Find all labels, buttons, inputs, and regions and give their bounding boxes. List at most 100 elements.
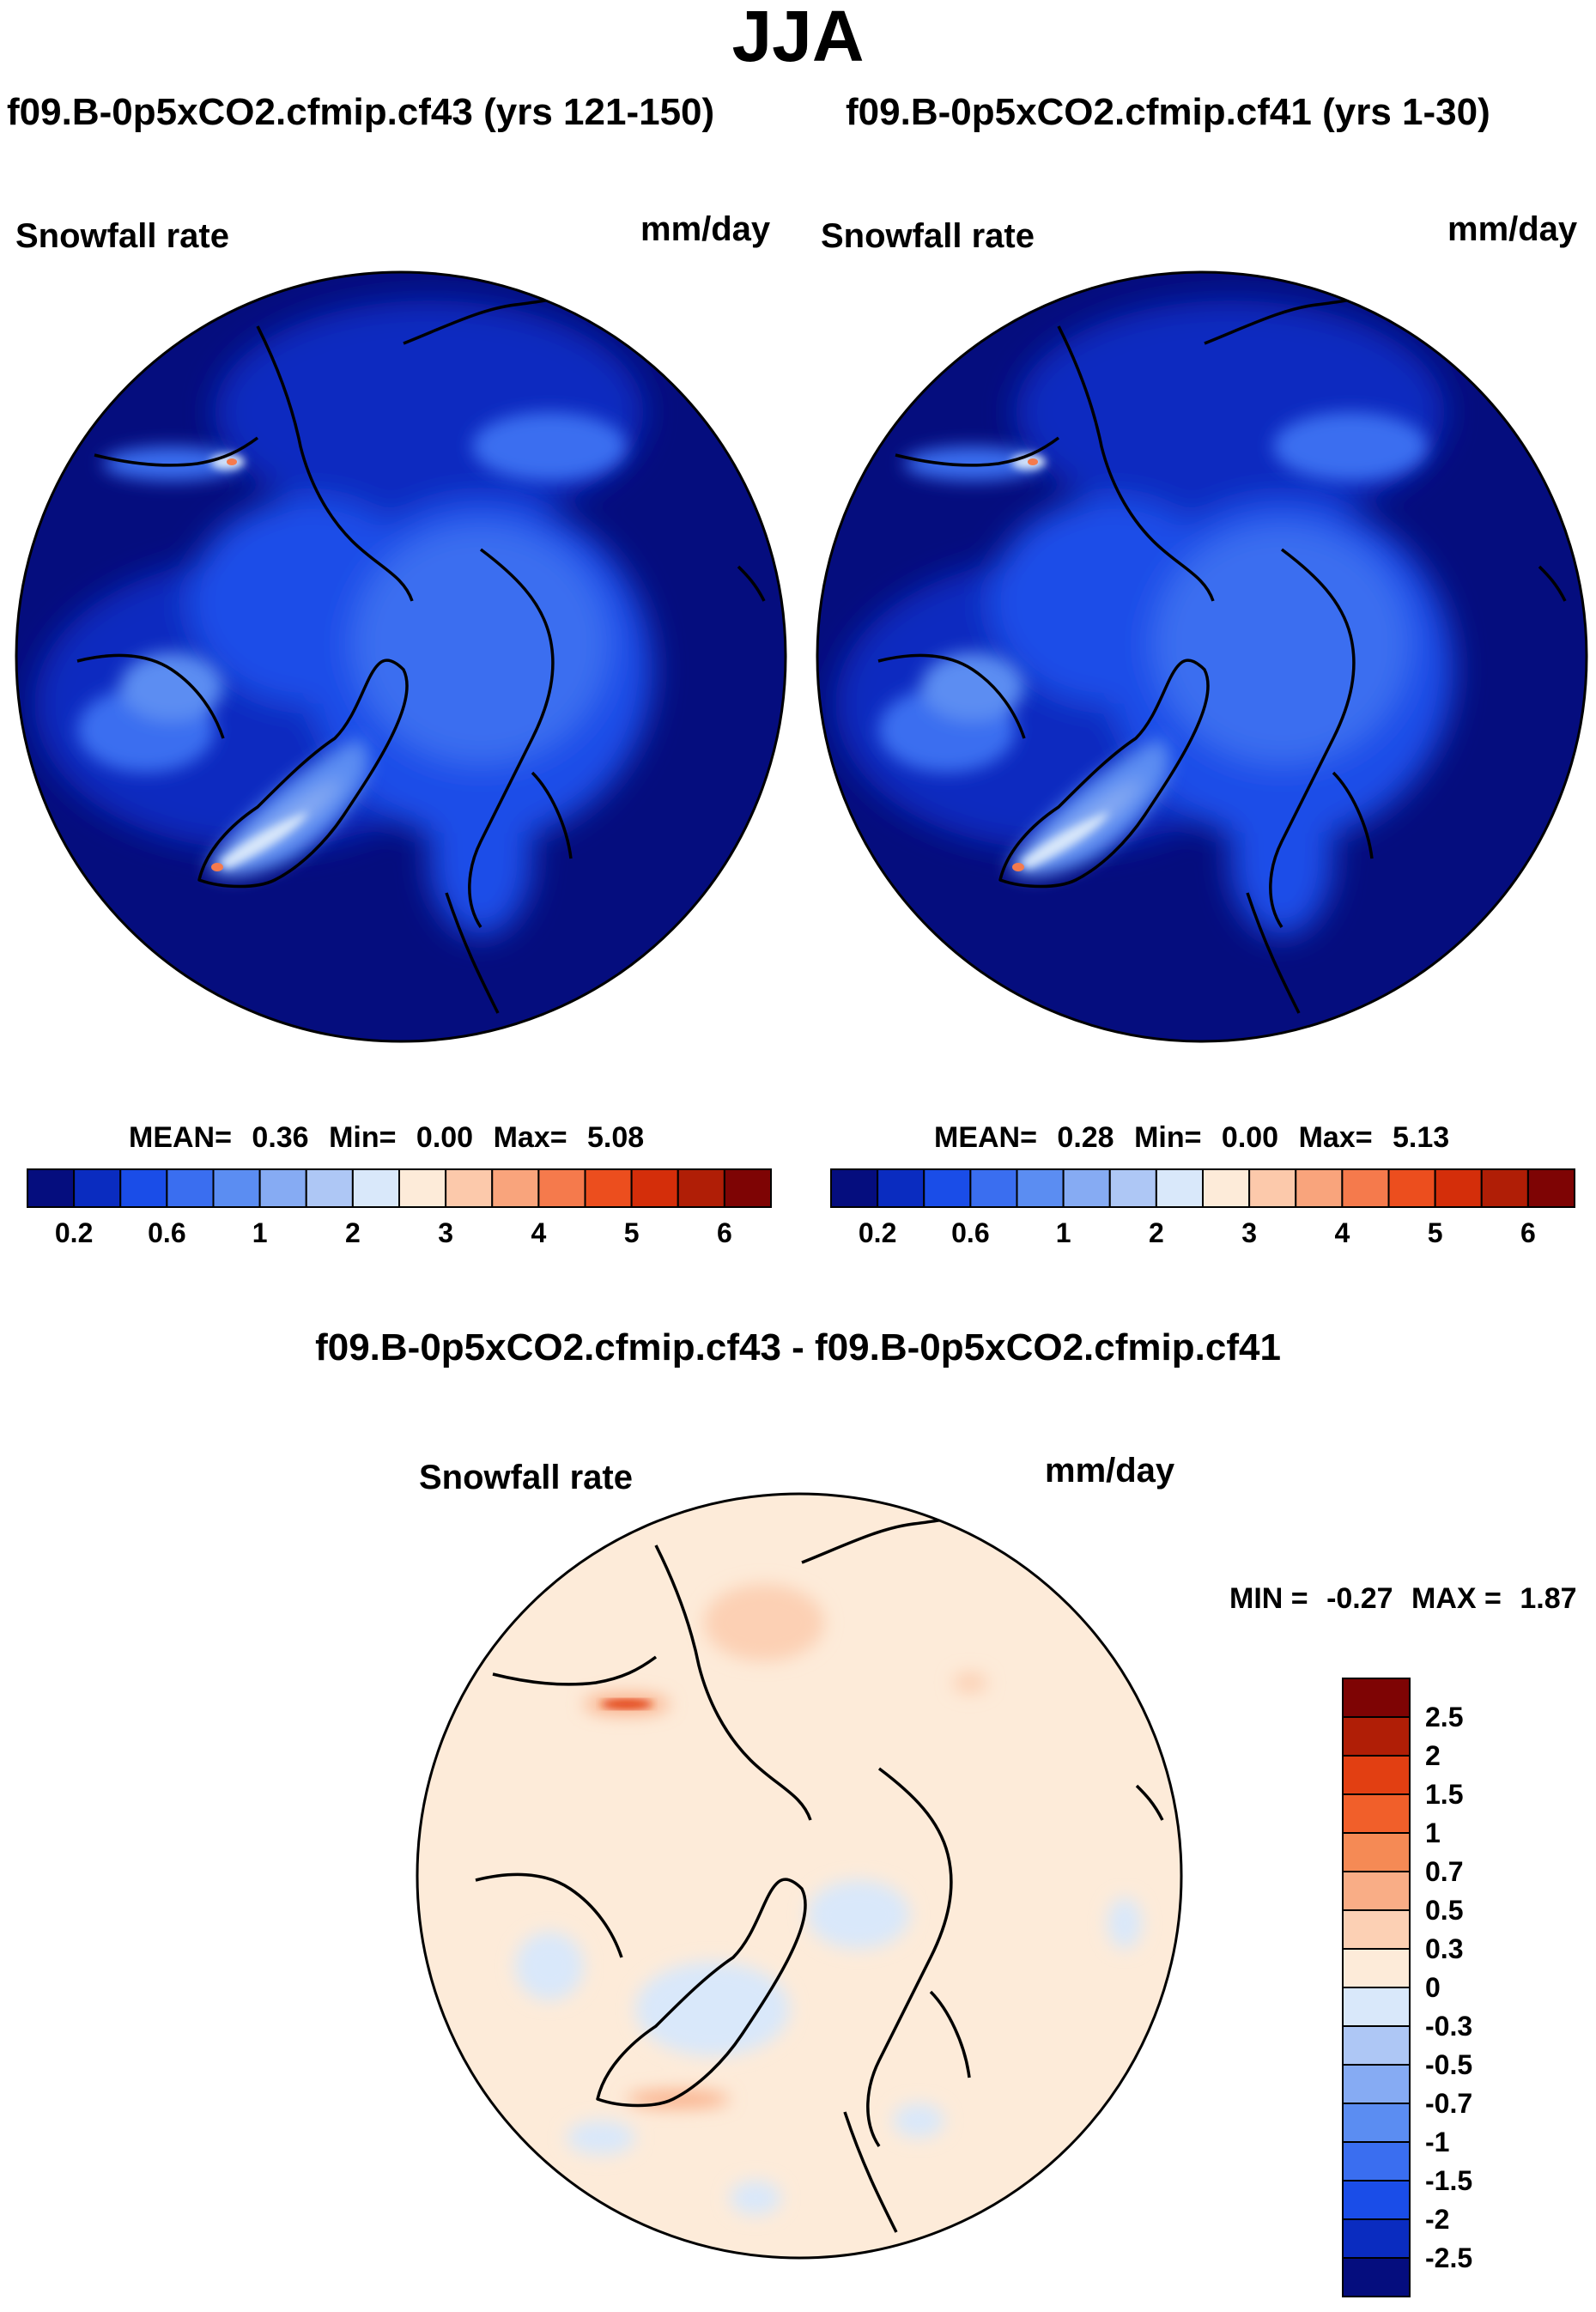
diff-colorbar-tick-label: 0 (1425, 1972, 1441, 2003)
left-max-value: 5.08 (587, 1121, 645, 1154)
left-stats: MEAN= 0.36 Min= 0.00 Max= 5.08 (129, 1120, 644, 1155)
diff-colorbar-swatch (1342, 2180, 1411, 2220)
left-colorbar-swatch (537, 1168, 586, 1208)
right-units-label: mm/day (1447, 210, 1578, 248)
left-colorbar (27, 1168, 772, 1208)
right-colorbar-tick-label: 1 (1055, 1217, 1071, 1248)
diff-variable-label: Snowfall rate (419, 1459, 633, 1496)
diff-colorbar-swatch (1342, 1909, 1411, 1950)
left-mean-label: MEAN= (129, 1121, 232, 1154)
diff-colorbar-tick-label: 2 (1425, 1740, 1441, 1771)
diff-colorbar-tick-label: 1.5 (1425, 1779, 1464, 1810)
left-snowfall-field (16, 272, 786, 1041)
diff-colorbar-swatch (1342, 2218, 1411, 2259)
diff-stats: MIN = -0.27 MAX = 1.87 (1229, 1581, 1577, 1616)
left-colorbar-swatch (677, 1168, 725, 1208)
diff-colorbar-swatch (1342, 2064, 1411, 2104)
left-colorbar-swatch (305, 1168, 354, 1208)
diff-max-value: 1.87 (1520, 1582, 1577, 1615)
diff-colorbar-swatch (1342, 1948, 1411, 1988)
diff-colorbar-tick-label: 0.5 (1425, 1895, 1464, 1926)
diff-colorbar-swatch (1342, 1987, 1411, 2027)
left-colorbar-swatch (258, 1168, 307, 1208)
right-map-border (816, 270, 1588, 1043)
diff-max-label: MAX = (1411, 1582, 1502, 1615)
right-colorbar-swatch (1341, 1168, 1390, 1208)
diff-min-label: MIN = (1229, 1582, 1308, 1615)
left-max-label: Max= (493, 1121, 567, 1154)
right-colorbar (830, 1168, 1575, 1208)
right-colorbar-tick-label: 4 (1334, 1217, 1350, 1248)
right-colorbar-swatch (1016, 1168, 1065, 1208)
right-colorbar-tick-label: 5 (1427, 1217, 1443, 1248)
right-max-value: 5.13 (1393, 1121, 1450, 1154)
right-min-value: 0.00 (1221, 1121, 1279, 1154)
right-colorbar-swatch (969, 1168, 1018, 1208)
right-colorbar-swatch (1295, 1168, 1344, 1208)
left-colorbar-swatch (166, 1168, 215, 1208)
diff-colorbar-swatch (1342, 2103, 1411, 2143)
right-colorbar-tick-label: 0.2 (858, 1217, 897, 1248)
right-colorbar-swatch (1062, 1168, 1111, 1208)
right-stats: MEAN= 0.28 Min= 0.00 Max= 5.13 (934, 1120, 1449, 1155)
diff-colorbar-swatch (1342, 2141, 1411, 2182)
right-colorbar-swatch (1248, 1168, 1297, 1208)
diff-colorbar-swatch (1342, 1755, 1411, 1795)
diff-colorbar-tick-label: -1 (1425, 2127, 1450, 2157)
left-colorbar-tick-label: 0.2 (54, 1217, 94, 1248)
right-colorbar-swatch (1202, 1168, 1251, 1208)
diff-colorbar-tick-label: 1 (1425, 1817, 1441, 1848)
figure-title: JJA (731, 0, 865, 76)
diff-colorbar-tick-label: -2.5 (1425, 2242, 1473, 2273)
right-snowfall-field (817, 272, 1587, 1041)
right-mean-value: 0.28 (1057, 1121, 1114, 1154)
right-colorbar-swatch (1526, 1168, 1575, 1208)
diff-colorbar-tick-label: -2 (1425, 2204, 1450, 2235)
right-colorbar-swatch (877, 1168, 925, 1208)
left-colorbar-swatch (584, 1168, 633, 1208)
diff-colorbar-swatch (1342, 1832, 1411, 1872)
right-colorbar-swatch (1108, 1168, 1157, 1208)
diff-colorbar-swatch (1342, 1793, 1411, 1834)
left-colorbar-swatch (445, 1168, 494, 1208)
left-colorbar-tick-label: 3 (438, 1217, 454, 1248)
right-colorbar-tick-label: 3 (1241, 1217, 1258, 1248)
diff-colorbar-tick-label: -1.5 (1425, 2165, 1473, 2196)
right-colorbar-tick-label: 0.6 (951, 1217, 990, 1248)
right-colorbar-tick-label: 2 (1148, 1217, 1164, 1248)
diff-colorbar-swatch (1342, 1716, 1411, 1757)
left-min-label: Min= (329, 1121, 397, 1154)
right-panel-title: f09.B-0p5xCO2.cfmip.cf41 (yrs 1-30) (846, 91, 1490, 133)
diff-colorbar-tick-label: -0.7 (1425, 2088, 1473, 2119)
left-colorbar-swatch (73, 1168, 122, 1208)
diff-colorbar-swatch (1342, 1871, 1411, 1911)
diff-colorbar-tick-label: 0.3 (1425, 1933, 1464, 1964)
right-max-label: Max= (1298, 1121, 1373, 1154)
left-colorbar-swatch (398, 1168, 447, 1208)
left-panel-title: f09.B-0p5xCO2.cfmip.cf43 (yrs 121-150) (7, 91, 715, 133)
left-colorbar-swatch (491, 1168, 540, 1208)
left-colorbar-tick-label: 0.6 (148, 1217, 186, 1248)
left-variable-label: Snowfall rate (15, 217, 229, 255)
diff-units-label: mm/day (1045, 1452, 1175, 1490)
diff-colorbar-swatch (1342, 1678, 1411, 1718)
diff-colorbar-tick-label: 2.5 (1425, 1702, 1464, 1732)
left-map-border (15, 270, 787, 1043)
diff-panel-title: f09.B-0p5xCO2.cfmip.cf43 - f09.B-0p5xCO2… (315, 1326, 1281, 1368)
right-colorbar-swatch (1480, 1168, 1529, 1208)
right-colorbar-swatch (1434, 1168, 1483, 1208)
diff-colorbar-swatch (1342, 2025, 1411, 2066)
diff-colorbar (1342, 1678, 1411, 2297)
diff-colorbar-tick-label: -0.5 (1425, 2049, 1473, 2080)
diff-min-value: -0.27 (1326, 1582, 1393, 1615)
left-colorbar-tick-label: 6 (716, 1217, 732, 1248)
diff-colorbar-swatch (1342, 2257, 1411, 2297)
left-units-label: mm/day (640, 210, 771, 248)
left-colorbar-swatch (212, 1168, 261, 1208)
left-colorbar-swatch (119, 1168, 168, 1208)
right-colorbar-tick-label: 6 (1520, 1217, 1536, 1248)
right-colorbar-swatch (1155, 1168, 1204, 1208)
right-mean-label: MEAN= (934, 1121, 1037, 1154)
left-colorbar-tick-label: 1 (252, 1217, 268, 1248)
left-colorbar-swatch (351, 1168, 400, 1208)
